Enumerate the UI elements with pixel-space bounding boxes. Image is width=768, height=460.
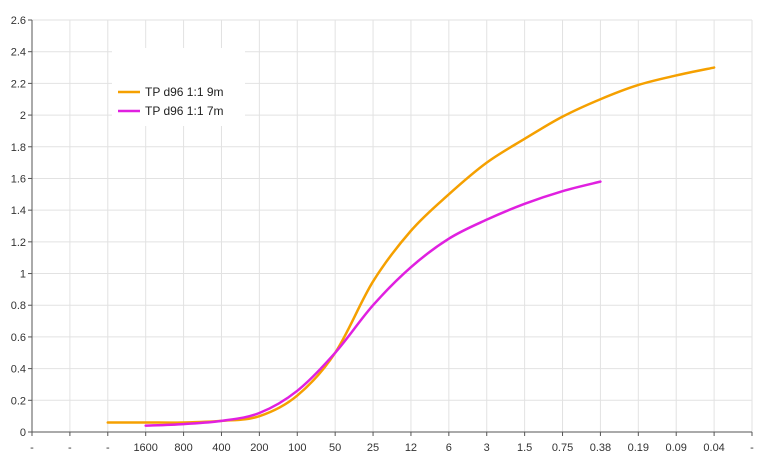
y-axis-ticks: 0 0.2 0.4 0.6 0.8 1 1.2 1.4 1.6 1.8 2 2.2 2.4 2.6 <box>11 15 32 439</box>
y-tick-label: 1.6 <box>11 173 26 185</box>
x-axis-ticks: - - - 1600 800 400 200 100 50 25 12 6 3 1.5 0.75 0.38 0.… <box>30 432 754 454</box>
legend-label-series-2: TP d96 1:1 7m <box>145 104 224 118</box>
legend-box <box>112 48 245 126</box>
x-tick-label: 0.04 <box>703 442 724 454</box>
x-tick-label: 1.5 <box>517 442 532 454</box>
legend-label-series-1: TP d96 1:1 9m <box>145 85 224 99</box>
y-tick-label: 0.6 <box>11 332 26 344</box>
x-tick-label: 0.19 <box>628 442 649 454</box>
y-tick-label: 2.6 <box>11 15 26 27</box>
x-tick-label: 400 <box>212 442 230 454</box>
y-tick-label: 1.4 <box>11 205 26 217</box>
y-tick-label: 2.4 <box>11 47 26 59</box>
x-tick-label: 0.75 <box>552 442 573 454</box>
y-tick-label: 1 <box>20 269 26 281</box>
x-tick-label: - <box>68 442 72 454</box>
x-tick-label: - <box>106 442 110 454</box>
x-tick-label: 3 <box>484 442 490 454</box>
series-line-2 <box>144 180 602 427</box>
y-tick-label: 0.4 <box>11 364 26 376</box>
y-tick-label: 1.2 <box>11 237 26 249</box>
y-tick-label: 0 <box>20 427 26 439</box>
chart-series <box>106 66 716 427</box>
x-tick-label: 0.38 <box>590 442 611 454</box>
y-tick-label: 1.8 <box>11 142 26 154</box>
x-tick-label: 25 <box>367 442 379 454</box>
x-tick-label: 12 <box>405 442 417 454</box>
x-tick-label: - <box>30 442 34 454</box>
chart-legend: TP d96 1:1 9m TP d96 1:1 7m <box>112 48 245 126</box>
x-tick-label: 50 <box>329 442 341 454</box>
x-tick-label: 100 <box>288 442 306 454</box>
x-tick-label: - <box>750 442 754 454</box>
x-tick-label: 1600 <box>133 442 157 454</box>
y-tick-label: 2 <box>20 110 26 122</box>
x-tick-label: 0.09 <box>665 442 686 454</box>
x-tick-label: 800 <box>174 442 192 454</box>
chart-grid <box>32 19 753 432</box>
y-tick-label: 2.2 <box>11 78 26 90</box>
chart-axes <box>31 20 752 433</box>
y-tick-label: 0.2 <box>11 395 26 407</box>
y-tick-label: 0.8 <box>11 300 26 312</box>
x-tick-label: 6 <box>446 442 452 454</box>
x-tick-label: 200 <box>250 442 268 454</box>
